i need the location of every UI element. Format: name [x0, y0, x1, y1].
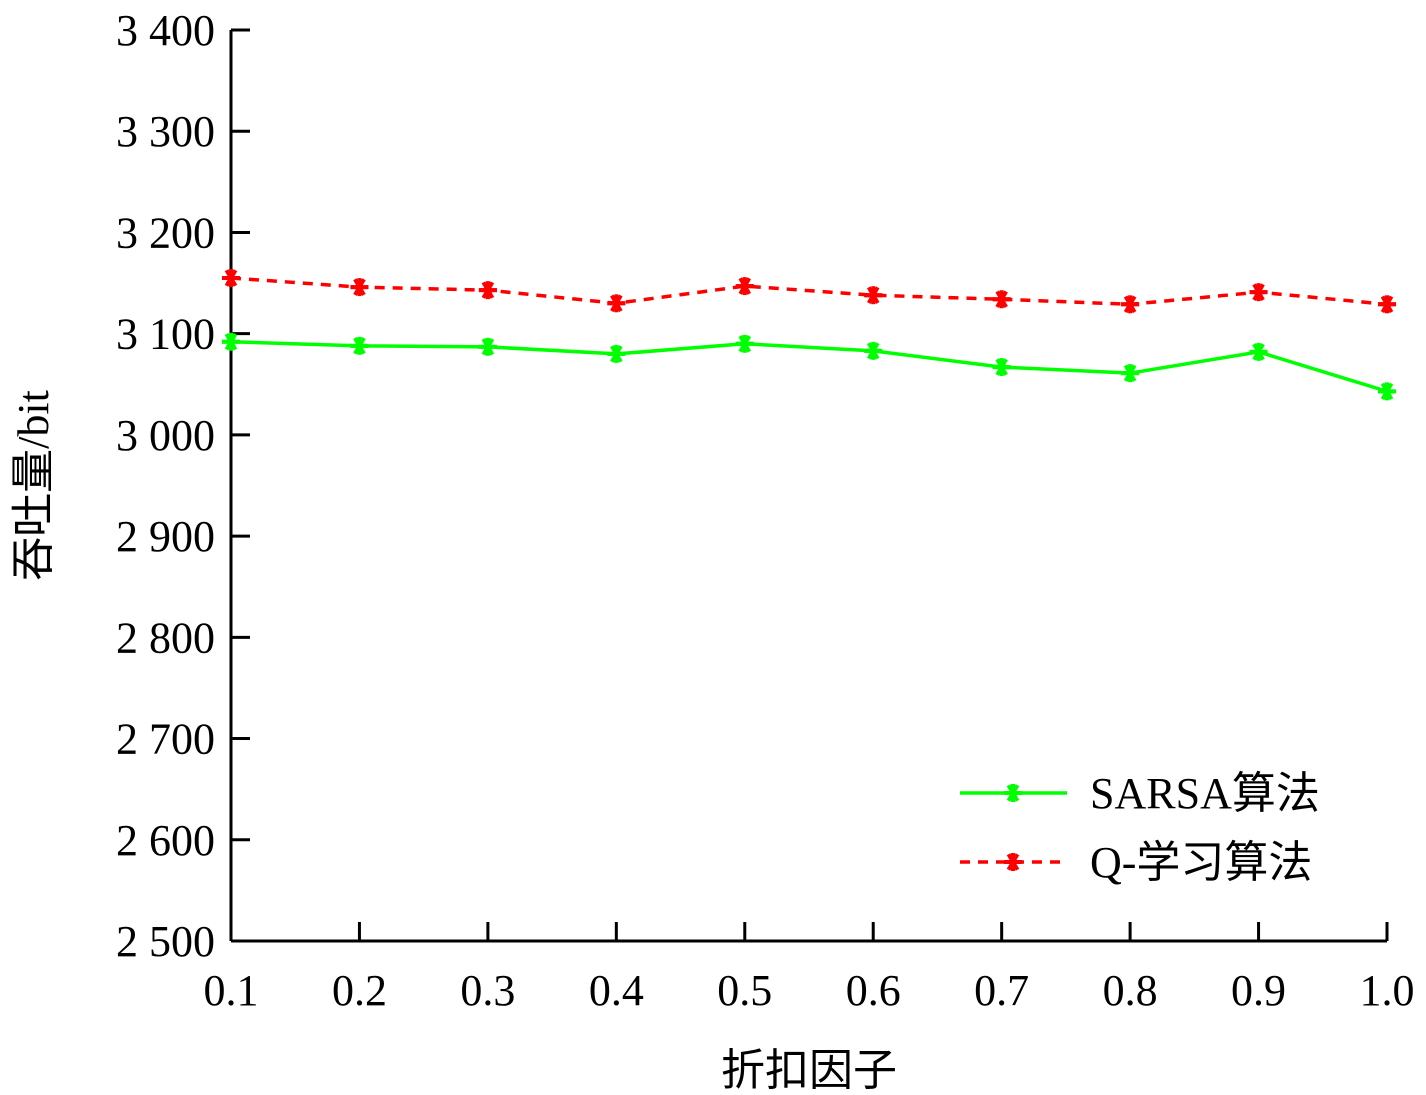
data-point-marker: [864, 286, 883, 305]
x-tick-label: 0.3: [460, 966, 515, 1015]
y-tick-label: 2 500: [116, 917, 215, 966]
data-point-marker: [607, 294, 626, 313]
y-tick-label: 2 600: [116, 816, 215, 865]
data-point-marker: [1378, 295, 1396, 314]
y-ticks: 2 500 2 600 2 700 2 800 2 900 3 000 3 100 3 200…: [116, 6, 250, 966]
series-1: [222, 332, 1396, 401]
y-tick-label: 3 000: [116, 411, 215, 460]
x-tick-label: 0.1: [204, 966, 259, 1015]
data-point-marker: [478, 281, 497, 300]
y-tick-label: 3 300: [116, 107, 215, 156]
y-tick-label: 3 100: [116, 310, 215, 359]
series-layer: [222, 268, 1396, 401]
y-axis-title: 吞吐量/bit: [9, 390, 58, 581]
y-tick-label: 2 900: [116, 512, 215, 561]
legend-item-2: Q-学习算法: [960, 838, 1312, 887]
axes: [229, 30, 1387, 943]
legend: SARSA算法 Q-学习算法: [960, 769, 1320, 887]
data-point-marker: [478, 337, 497, 356]
data-point-marker: [735, 334, 754, 353]
x-tick-label: 0.9: [1231, 966, 1286, 1015]
data-point-marker: [1121, 364, 1140, 383]
x-tick-label: 0.4: [589, 966, 644, 1015]
x-tick-label: 0.7: [974, 966, 1029, 1015]
x-tick-label: 0.2: [332, 966, 387, 1015]
x-axis-title: 折扣因子: [721, 1046, 897, 1095]
x-tick-label: 1.0: [1360, 966, 1415, 1015]
data-point-marker: [1121, 295, 1140, 314]
data-point-marker: [992, 358, 1011, 377]
series-line: [230, 276, 1388, 307]
x-ticks: 0.1 0.2 0.3 0.4 0.5 0.6 0.7 0.8 0.9 1.0: [204, 922, 1415, 1015]
data-point-marker: [1249, 342, 1268, 361]
legend-item-1: SARSA算法: [960, 769, 1320, 818]
data-point-marker: [350, 278, 369, 297]
y-tick-label: 3 400: [116, 6, 215, 55]
series-2: [222, 268, 1396, 314]
legend-marker: [1004, 853, 1022, 871]
x-tick-label: 0.5: [717, 966, 772, 1015]
data-point-marker: [1249, 283, 1268, 302]
data-point-marker: [864, 341, 883, 360]
y-tick-label: 2 700: [116, 715, 215, 764]
data-point-marker: [735, 277, 754, 296]
data-point-marker: [992, 290, 1011, 309]
data-point-marker: [607, 344, 626, 363]
data-point-marker: [1378, 382, 1396, 401]
legend-label: SARSA算法: [1090, 769, 1320, 818]
data-point-marker: [350, 336, 369, 355]
x-tick-label: 0.6: [846, 966, 901, 1015]
data-point-marker: [222, 268, 240, 287]
x-tick-label: 0.8: [1103, 966, 1158, 1015]
data-point-marker: [222, 332, 240, 351]
series-line: [230, 340, 1388, 394]
y-tick-label: 3 200: [116, 208, 215, 257]
y-tick-label: 2 800: [116, 613, 215, 662]
legend-label: Q-学习算法: [1090, 838, 1312, 887]
legend-marker: [1004, 784, 1022, 802]
